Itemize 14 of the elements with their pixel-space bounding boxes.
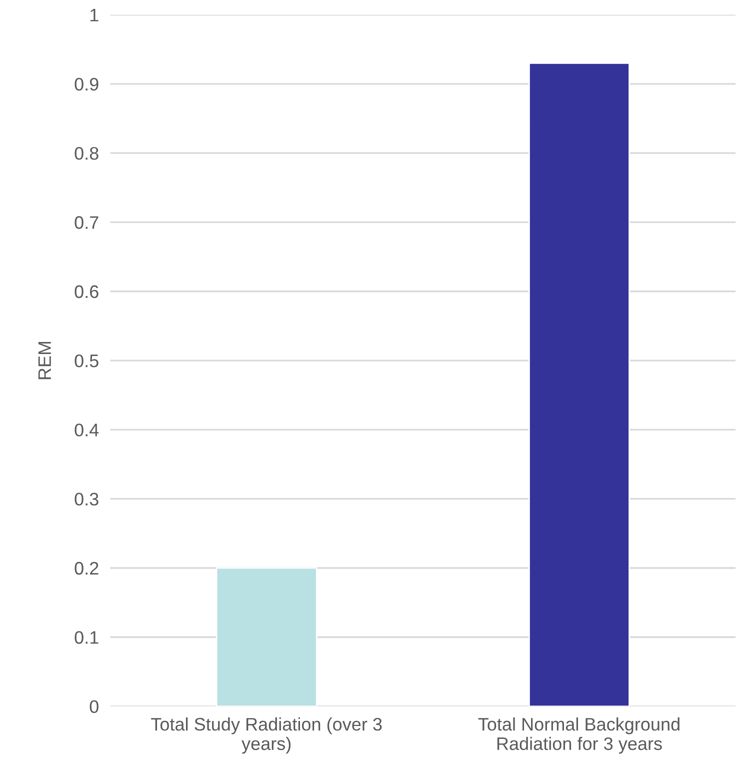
- x-tick-label: Total Study Radiation (over 3 years): [151, 717, 382, 754]
- y-tick-label: 1: [90, 8, 98, 22]
- y-tick-label: 0: [90, 700, 98, 714]
- y-axis-title: REM: [38, 342, 51, 380]
- y-tick-label: 0.4: [74, 424, 99, 436]
- y-tick-label: 0.1: [74, 631, 98, 644]
- y-tick-label: 0.3: [74, 492, 98, 506]
- y-tick-label: 0.5: [74, 354, 98, 368]
- y-tick-label: 0.2: [74, 562, 98, 575]
- y-tick-label: 0.9: [74, 78, 98, 91]
- x-tick-label: Total Normal Background Radiation for 3 years: [478, 717, 680, 754]
- y-tick-label: 0.6: [74, 285, 98, 298]
- y-tick-label: 0.7: [74, 216, 98, 229]
- y-tick-label: 0.8: [74, 147, 98, 160]
